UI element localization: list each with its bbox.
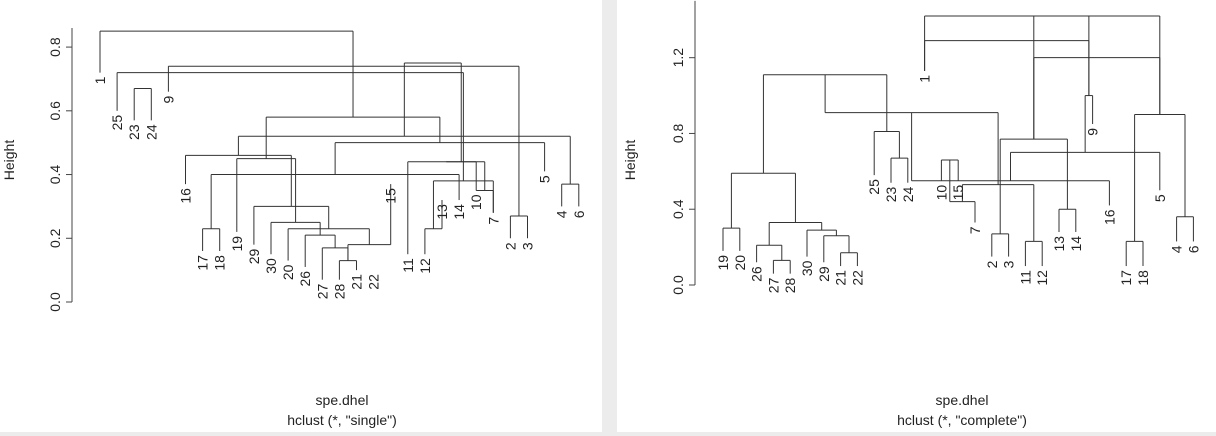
- y-tick-label: 0.8: [47, 37, 63, 57]
- leaf-label: 6: [1185, 245, 1201, 253]
- leaf-label: 13: [1051, 236, 1067, 252]
- leaf-label: 9: [1085, 128, 1101, 136]
- leaf-label: 2: [502, 242, 518, 250]
- leaf-label: 25: [109, 115, 125, 131]
- leaf-label: 4: [1169, 245, 1185, 253]
- leaf-label: 15: [950, 185, 966, 201]
- dendrogram-panel-complete: 0.0 0.4 0.8 1.2 Height 19 20 26 27 28 30 29 21 22 25 23…: [617, 0, 1216, 432]
- leaf-label: 11: [1017, 270, 1033, 285]
- leaf-label: 16: [1101, 209, 1117, 225]
- leaf-label: 28: [331, 283, 347, 299]
- leaf-label: 1: [917, 75, 933, 83]
- y-tick-label: 0.2: [47, 228, 63, 248]
- y-tick-label: 0.0: [47, 292, 63, 312]
- y-axis-title: Height: [1, 140, 17, 181]
- leaf-label: 7: [485, 217, 501, 225]
- y-tick-label: 0.6: [47, 101, 63, 121]
- method-subtitle: hclust (*, "complete"): [897, 412, 1027, 428]
- leaf-label: 5: [1152, 194, 1168, 202]
- leaf-label: 17: [195, 255, 211, 271]
- y-tick-label: 1.2: [670, 48, 686, 68]
- leaf-label: 26: [749, 266, 765, 282]
- leaf-label: 4: [554, 210, 570, 218]
- leaf-label: 18: [212, 255, 228, 271]
- leaf-label: 3: [520, 242, 536, 250]
- y-tick-label: 0.0: [670, 275, 686, 295]
- dendrogram-panel-single: 0.0 0.2 0.4 0.6 0.8 Height 1 25 23 24 9 16 17 18 19 29 3…: [0, 0, 602, 432]
- leaf-label: 20: [280, 264, 296, 280]
- leaf-label: 1: [92, 76, 108, 84]
- leaf-label: 19: [715, 255, 731, 271]
- leaf-label: 23: [126, 124, 142, 140]
- leaf-label: 16: [178, 188, 194, 204]
- leaf-label: 30: [263, 258, 279, 274]
- leaf-label: 15: [383, 188, 399, 204]
- leaf-label: 14: [1068, 236, 1084, 252]
- leaf-label: 3: [1001, 260, 1017, 268]
- x-axis-title: spe.dhel: [316, 392, 369, 408]
- leaf-label: 24: [900, 186, 916, 202]
- leaf-label: 2: [984, 260, 1000, 268]
- x-axis-title: spe.dhel: [936, 392, 989, 408]
- leaf-label: 10: [933, 185, 949, 201]
- leaf-label: 12: [417, 258, 433, 274]
- leaf-label: 10: [468, 194, 484, 210]
- leaf-label: 27: [765, 277, 781, 293]
- leaf-label: 29: [246, 248, 262, 264]
- leaf-label: 14: [451, 204, 467, 220]
- leaf-label: 20: [732, 255, 748, 271]
- y-tick-label: 0.4: [670, 199, 686, 219]
- leaf-label: 21: [349, 274, 365, 290]
- leaf-label: 22: [849, 270, 865, 286]
- leaf-label: 30: [799, 260, 815, 276]
- leaf-label: 7: [967, 226, 983, 234]
- leaf-label: 5: [537, 175, 553, 183]
- y-axis-title: Height: [622, 140, 638, 181]
- leaf-label: 18: [1135, 270, 1151, 286]
- leaf-label: 28: [782, 277, 798, 293]
- leaf-label: 13: [434, 204, 450, 220]
- leaf-label: 22: [366, 274, 382, 290]
- leaf-label: 25: [866, 179, 882, 195]
- leaf-label: 9: [160, 95, 176, 103]
- leaf-label: 23: [883, 186, 899, 202]
- y-tick-label: 0.4: [47, 165, 63, 185]
- leaf-label: 11: [400, 258, 416, 273]
- method-subtitle: hclust (*, "single"): [287, 412, 397, 428]
- leaf-label: 6: [571, 210, 587, 218]
- leaf-label: 26: [297, 271, 313, 287]
- leaf-label: 17: [1118, 270, 1134, 286]
- leaf-label: 12: [1034, 270, 1050, 286]
- leaf-label: 21: [833, 270, 849, 286]
- leaf-label: 29: [816, 266, 832, 282]
- leaf-label: 24: [143, 124, 159, 140]
- leaf-label: 27: [314, 283, 330, 299]
- y-tick-label: 0.8: [670, 124, 686, 144]
- leaf-label: 19: [229, 236, 245, 252]
